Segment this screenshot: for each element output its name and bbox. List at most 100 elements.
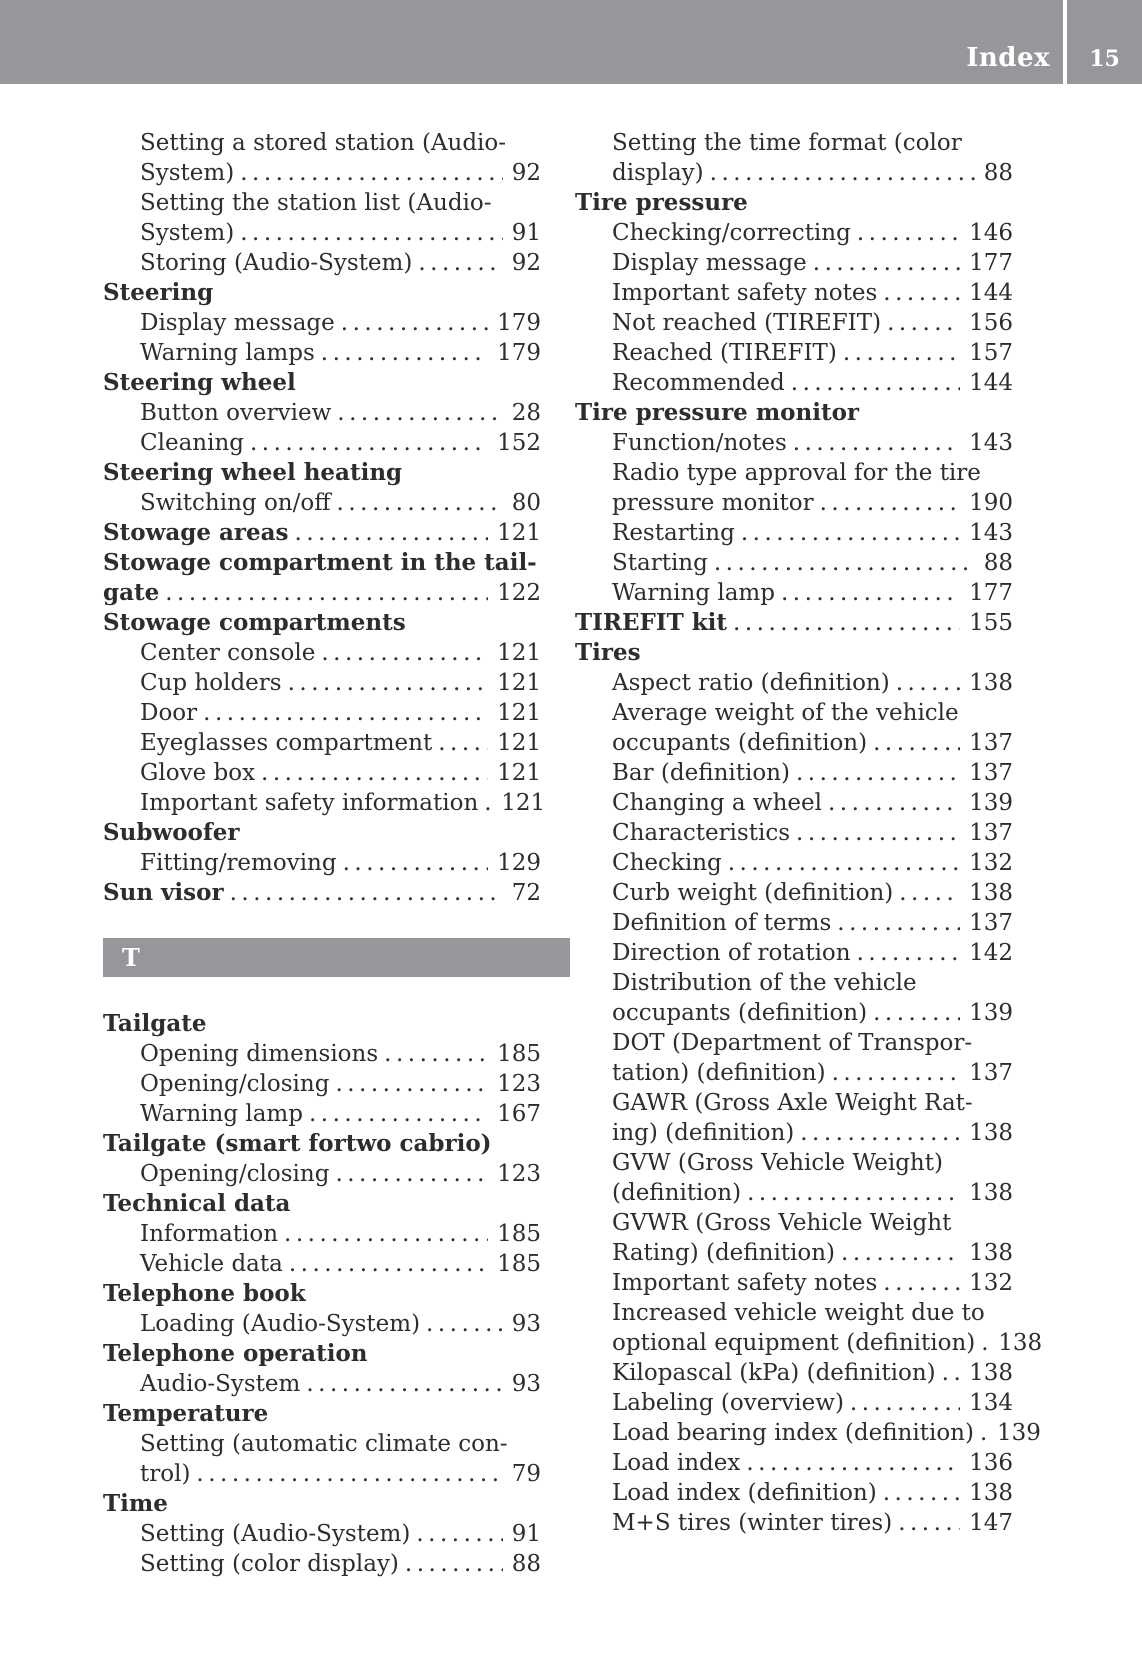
page-number: 137 (969, 820, 1013, 846)
index-entry-row: GAWR (Gross Axle Weight Rat- (575, 1088, 1013, 1118)
index-entry-row: Checking/correcting 146 (575, 218, 1013, 248)
page-number: 138 (969, 1180, 1013, 1206)
page-number: 142 (969, 940, 1013, 966)
entry-label: Labeling (overview) (612, 1390, 844, 1416)
entry-label: Kilopascal (kPa) (definition) (612, 1360, 936, 1386)
index-entry-row: occupants (definition) 137 (575, 728, 1013, 758)
entry-label: Tires (575, 639, 641, 666)
dot-leader (484, 788, 492, 818)
index-entry-row: System) 92 (103, 158, 541, 188)
page-number: 123 (497, 1161, 541, 1187)
entry-label: Fitting/removing (140, 850, 337, 876)
dot-leader (942, 1358, 960, 1388)
entry-label: Setting (color display) (140, 1551, 399, 1577)
index-entry-row: Bar (definition) 137 (575, 758, 1013, 788)
index-entry-row: Important safety notes 144 (575, 278, 1013, 308)
entry-label: Steering wheel (103, 369, 296, 396)
page-title: Index (966, 43, 1050, 73)
page-number: 143 (969, 520, 1013, 546)
entry-label: Button overview (140, 400, 332, 426)
index-category-row: Stowage compartment in the tail- (103, 548, 541, 578)
page-number: 136 (969, 1450, 1013, 1476)
index-entry-row: M+S tires (winter tires) 147 (575, 1508, 1013, 1538)
page-number: 121 (497, 700, 541, 726)
page-number: 146 (969, 220, 1013, 246)
index-content: Setting a stored station (Audio- System) 9… (0, 84, 1142, 1579)
entry-label: System) (140, 220, 235, 246)
page-number: 79 (511, 1461, 541, 1487)
entry-label: Door (140, 700, 198, 726)
entry-label: Average weight of the vehicle (612, 700, 959, 726)
page-number: 138 (969, 670, 1013, 696)
entry-label: Subwoofer (103, 819, 240, 846)
dot-leader (714, 548, 975, 578)
header-divider (1063, 0, 1067, 84)
entry-label: Switching on/off (140, 490, 331, 516)
dot-leader (746, 1448, 960, 1478)
entry-label: Center console (140, 640, 316, 666)
page-number: 91 (511, 1521, 541, 1547)
page-number: 80 (511, 490, 541, 516)
entry-label: trol) (140, 1461, 191, 1487)
dot-leader (710, 158, 975, 188)
index-entry-row: Cup holders 121 (103, 668, 541, 698)
entry-label: Setting the time format (color (612, 130, 962, 156)
entry-label: Definition of terms (612, 910, 832, 936)
entry-label: Bar (definition) (612, 760, 790, 786)
dot-leader (837, 908, 960, 938)
page-number: 92 (511, 160, 541, 186)
dot-leader (335, 1069, 488, 1099)
dot-leader (741, 518, 960, 548)
index-entry-row: Important safety information 121 (103, 788, 545, 818)
dot-leader (857, 938, 961, 968)
entry-label: Time (103, 1490, 168, 1517)
dot-leader (337, 488, 503, 518)
entry-label: Warning lamps (140, 340, 315, 366)
entry-label: Storing (Audio-System) (140, 250, 413, 276)
page-number: 138 (998, 1330, 1043, 1356)
entry-label: Steering wheel heating (103, 459, 403, 486)
index-entry-row: Restarting 143 (575, 518, 1013, 548)
header-page-cell: 15 (1067, 0, 1142, 84)
dot-leader (321, 638, 488, 668)
entry-label: Audio-System (140, 1371, 301, 1397)
entry-label: Stowage compartment in the tail- (103, 549, 537, 576)
index-entry-row: Load bearing index (definition) 139 (575, 1418, 1041, 1448)
page-number: 143 (969, 430, 1013, 456)
page-number: 147 (969, 1510, 1013, 1536)
entry-label: Technical data (103, 1190, 291, 1217)
page-number: 121 (501, 790, 546, 816)
entry-label: Setting (Audio-System) (140, 1521, 411, 1547)
dot-leader (747, 1178, 960, 1208)
index-entry-row: Vehicle data 185 (103, 1249, 541, 1279)
dot-leader (883, 1268, 960, 1298)
index-category-row: gate 122 (103, 578, 541, 608)
entry-label: Tailgate (103, 1010, 207, 1037)
entry-label: Glove box (140, 760, 256, 786)
entry-label: occupants (definition) (612, 1000, 868, 1026)
dot-leader (791, 368, 960, 398)
index-category-row: Tailgate (smart fortwo cabrio) (103, 1129, 541, 1159)
dot-leader (733, 608, 960, 638)
entry-label: Opening/closing (140, 1071, 330, 1097)
entry-label: Stowage areas (103, 519, 289, 546)
index-entry-row: Setting (automatic climate con- (103, 1429, 541, 1459)
entry-label: Setting a stored station (Audio- (140, 130, 507, 156)
index-category-row: Technical data (103, 1189, 541, 1219)
index-category-row: Stowage areas 121 (103, 518, 541, 548)
page-number: 88 (983, 550, 1013, 576)
page-number: 137 (969, 1060, 1013, 1086)
index-entry-row: Changing a wheel 139 (575, 788, 1013, 818)
entry-label: Reached (TIREFIT) (612, 340, 837, 366)
page-number: 185 (497, 1251, 541, 1277)
page-number: 88 (511, 1551, 541, 1577)
entry-label: Radio type approval for the tire (612, 460, 981, 486)
page-number: 179 (497, 310, 541, 336)
dot-leader (843, 338, 960, 368)
index-entry-row: display) 88 (575, 158, 1013, 188)
index-category-row: Tailgate (103, 1009, 541, 1039)
dot-leader (781, 578, 960, 608)
entry-label: (definition) (612, 1180, 742, 1206)
entry-label: Important safety notes (612, 280, 878, 306)
index-category-row: Telephone operation (103, 1339, 541, 1369)
